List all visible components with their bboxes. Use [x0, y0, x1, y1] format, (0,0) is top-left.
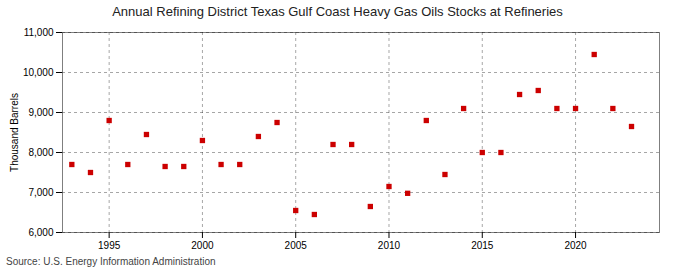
svg-text:9,000: 9,000 [28, 107, 53, 118]
svg-text:6,000: 6,000 [28, 227, 53, 238]
html-text:Source: U.S. Energy Informatio: Source: U.S. Energy Information Administ… [6, 256, 216, 267]
svg-text:2015: 2015 [471, 240, 494, 251]
svg-text:11,000: 11,000 [24, 27, 54, 38]
svg-text:10,000: 10,000 [23, 67, 54, 78]
svg-text:2010: 2010 [378, 240, 401, 251]
html-text:Annual Refining District Texas: Annual Refining District Texas Gulf Coas… [112, 4, 563, 19]
svg-text:Thousand Barrels: Thousand Barrels [9, 93, 20, 172]
svg-text:2020: 2020 [564, 240, 587, 251]
svg-text:8,000: 8,000 [28, 147, 53, 158]
svg-text:1995: 1995 [98, 240, 121, 251]
svg-text:2000: 2000 [191, 240, 214, 251]
svg-text:2005: 2005 [285, 240, 308, 251]
svg-text:7,000: 7,000 [28, 187, 53, 198]
